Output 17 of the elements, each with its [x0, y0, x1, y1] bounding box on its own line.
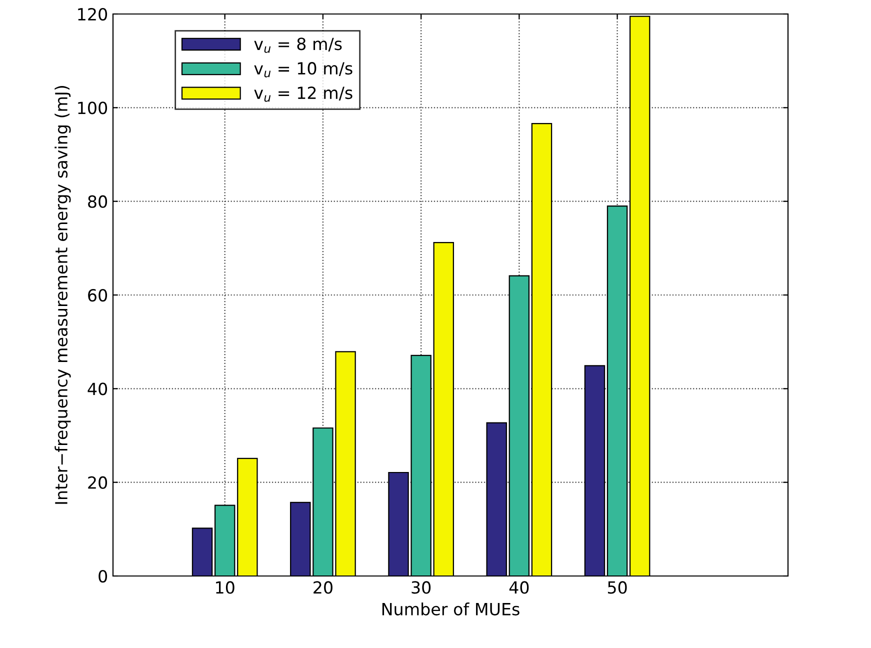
- x-tick-label: 40: [509, 581, 529, 594]
- y-tick-label: 60: [88, 288, 108, 302]
- y-tick-label: 120: [78, 8, 108, 21]
- y-tick-label: 40: [88, 382, 108, 396]
- x-tick-label: 20: [314, 581, 332, 594]
- x-tick-label: 10: [216, 581, 234, 594]
- y-axis-title: Inter−frequency measurement energy saving (mJ): [54, 86, 71, 504]
- x-tick-label: 30: [412, 581, 431, 594]
- legend-label: v$_{u}$ = 10 m/s: [254, 62, 352, 78]
- x-tick-label: 50: [608, 581, 627, 594]
- y-tick-label: 20: [88, 476, 108, 489]
- legend-label: v$_{u}$ = 12 m/s: [254, 86, 352, 102]
- y-tick-label: 100: [78, 102, 108, 114]
- legend-label: v$_{u}$ = 8 m/s: [254, 38, 342, 53]
- y-tick-label: 0: [98, 570, 108, 583]
- x-axis-title: Number of MUEs: [382, 602, 520, 616]
- y-tick-label: 80: [88, 195, 108, 208]
